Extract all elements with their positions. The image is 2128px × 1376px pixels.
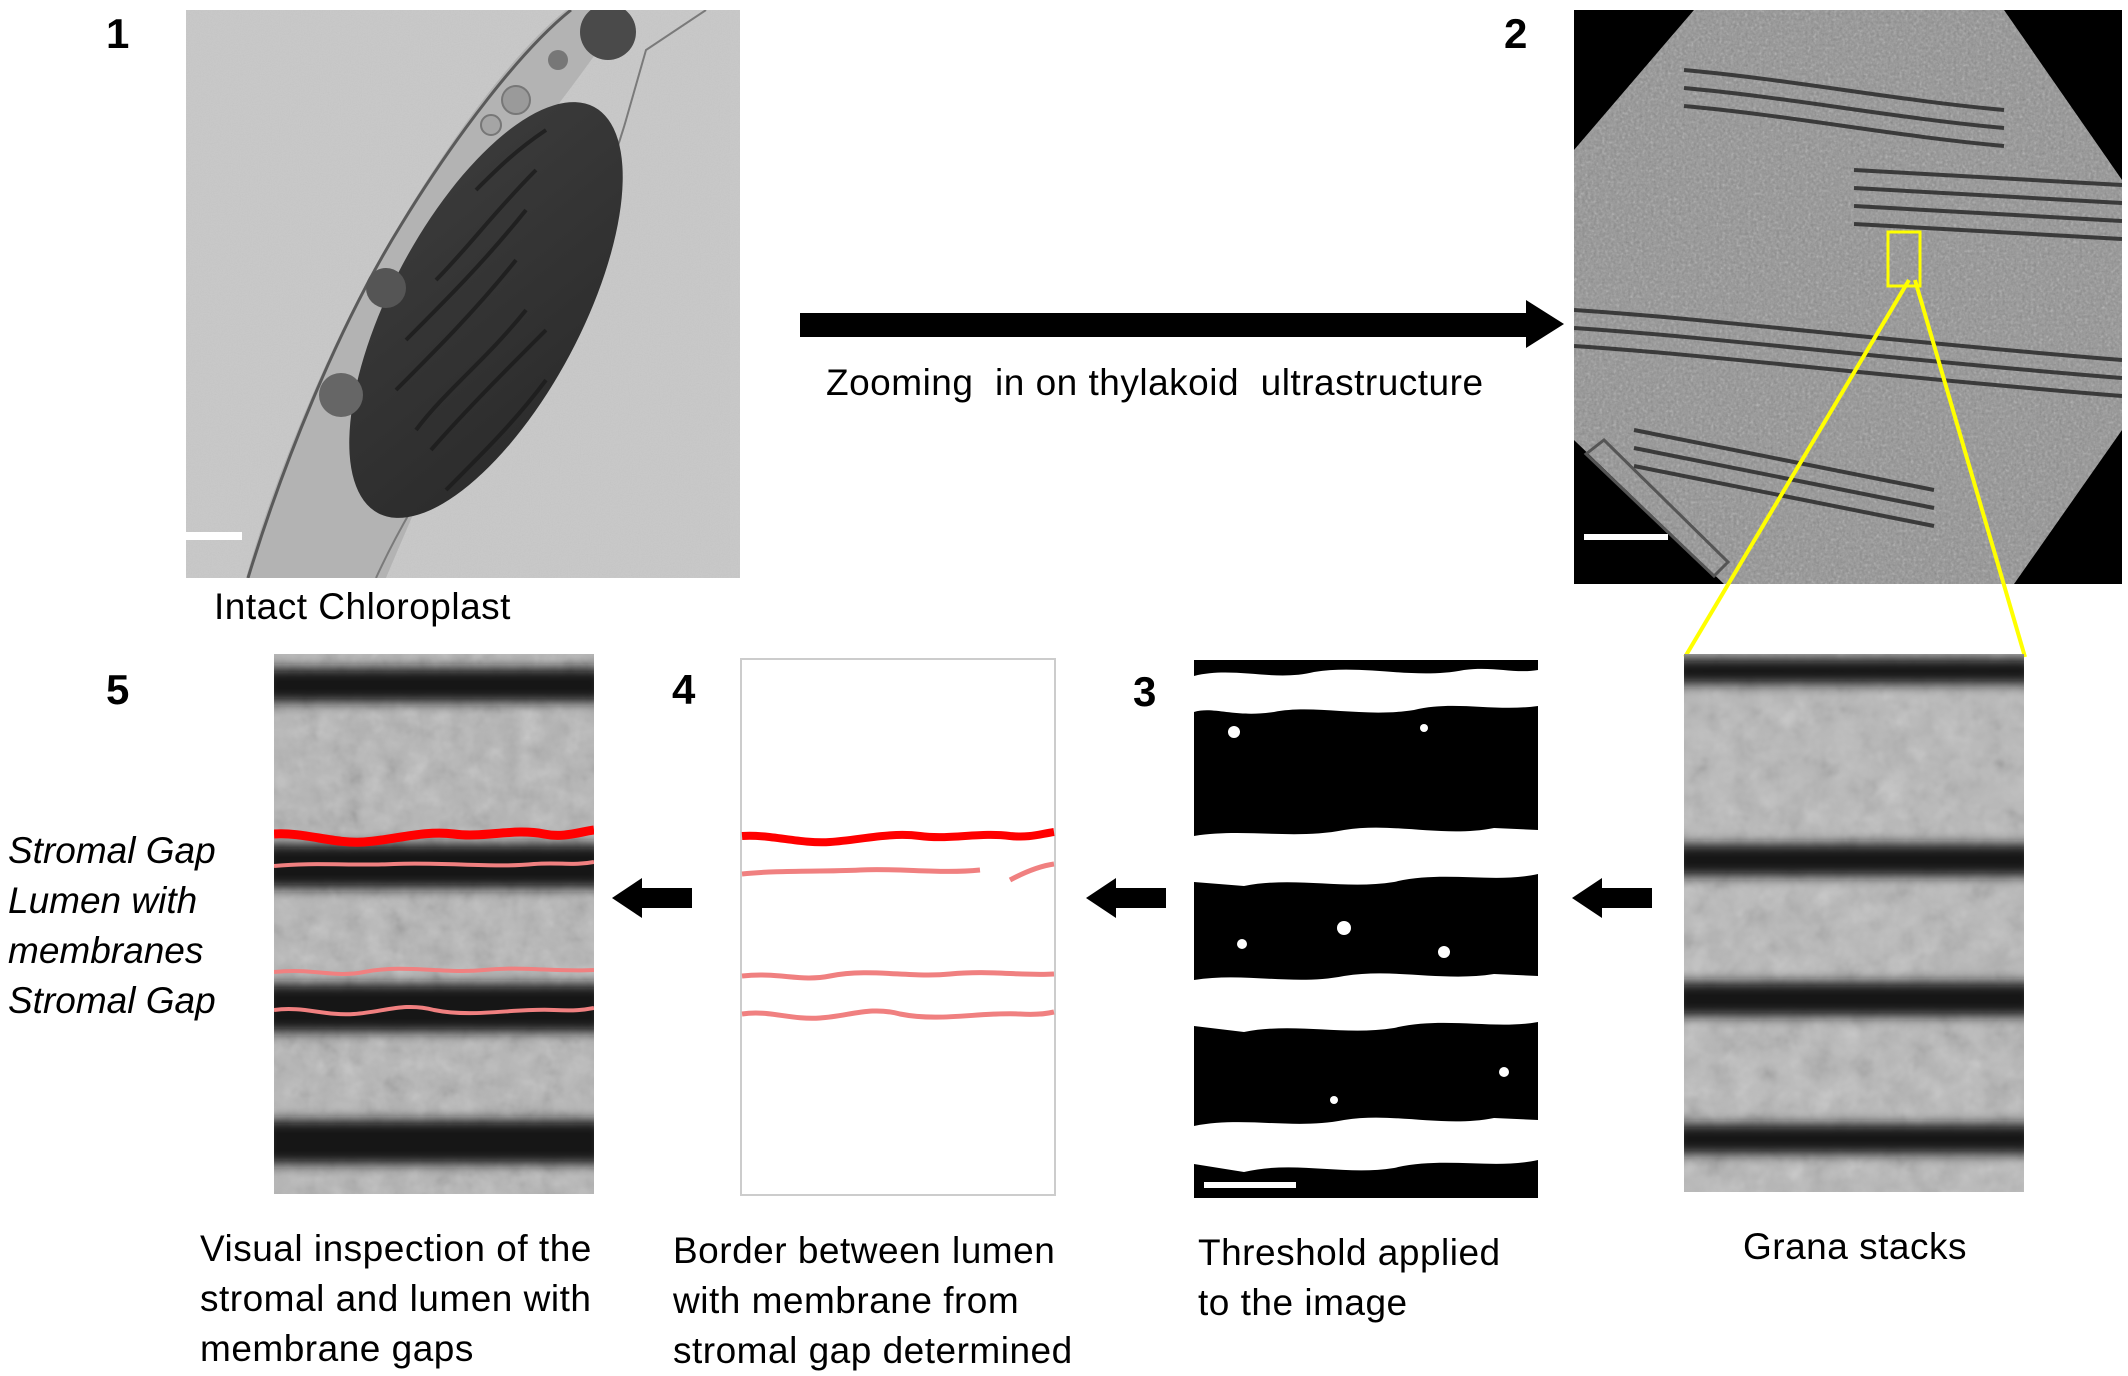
side-label-stromal-gap-top: Stromal Gap — [8, 830, 216, 871]
caption-grana-stacks: Grana stacks — [1743, 1226, 1967, 1267]
panel-number-1: 1 — [106, 10, 130, 57]
caption-inspection-line-1: Visual inspection of the — [200, 1228, 592, 1269]
zoom-arrow-label: Zooming in on thylakoid ultrastructure — [826, 362, 1484, 403]
caption-intact-chloroplast: Intact Chloroplast — [214, 586, 511, 627]
caption-border-line-3: stromal gap determined — [673, 1330, 1073, 1371]
inspection-overlay-image — [274, 654, 594, 1194]
panel-number-5: 5 — [106, 666, 130, 713]
caption-border-line-2: with membrane from — [673, 1280, 1020, 1321]
arrow-grana-to-threshold — [1572, 878, 1652, 918]
caption-threshold-line-2: to the image — [1198, 1282, 1408, 1323]
caption-border: Border between lumen with membrane from … — [673, 1226, 1073, 1376]
caption-border-line-1: Border between lumen — [673, 1230, 1056, 1271]
caption-threshold: Threshold applied to the image — [1198, 1228, 1501, 1328]
threshold-image — [1194, 660, 1538, 1198]
caption-inspection: Visual inspection of the stromal and lum… — [200, 1224, 592, 1374]
border-trace-plot — [740, 658, 1056, 1200]
side-label-lumen-with: Lumen with — [8, 880, 198, 921]
thylakoid-tomogram — [1574, 10, 2122, 584]
panel-number-4: 4 — [672, 666, 696, 713]
arrow-border-to-inspection — [612, 878, 692, 918]
caption-inspection-line-2: stromal and lumen with — [200, 1278, 592, 1319]
arrow-threshold-to-border — [1086, 878, 1166, 918]
chloroplast-micrograph — [186, 10, 740, 578]
side-labels: Stromal Gap Lumen with membranes Stromal… — [8, 826, 216, 1026]
panel-number-2: 2 — [1504, 10, 1528, 57]
side-label-stromal-gap-bottom: Stromal Gap — [8, 980, 216, 1021]
caption-inspection-line-3: membrane gaps — [200, 1328, 474, 1369]
panel-number-3: 3 — [1133, 668, 1157, 715]
zoom-arrow — [800, 300, 1564, 348]
zoom-callout-lines — [1680, 270, 2050, 660]
side-label-membranes: membranes — [8, 930, 204, 971]
caption-threshold-line-1: Threshold applied — [1198, 1232, 1501, 1273]
grana-stacks-image — [1684, 654, 2024, 1192]
